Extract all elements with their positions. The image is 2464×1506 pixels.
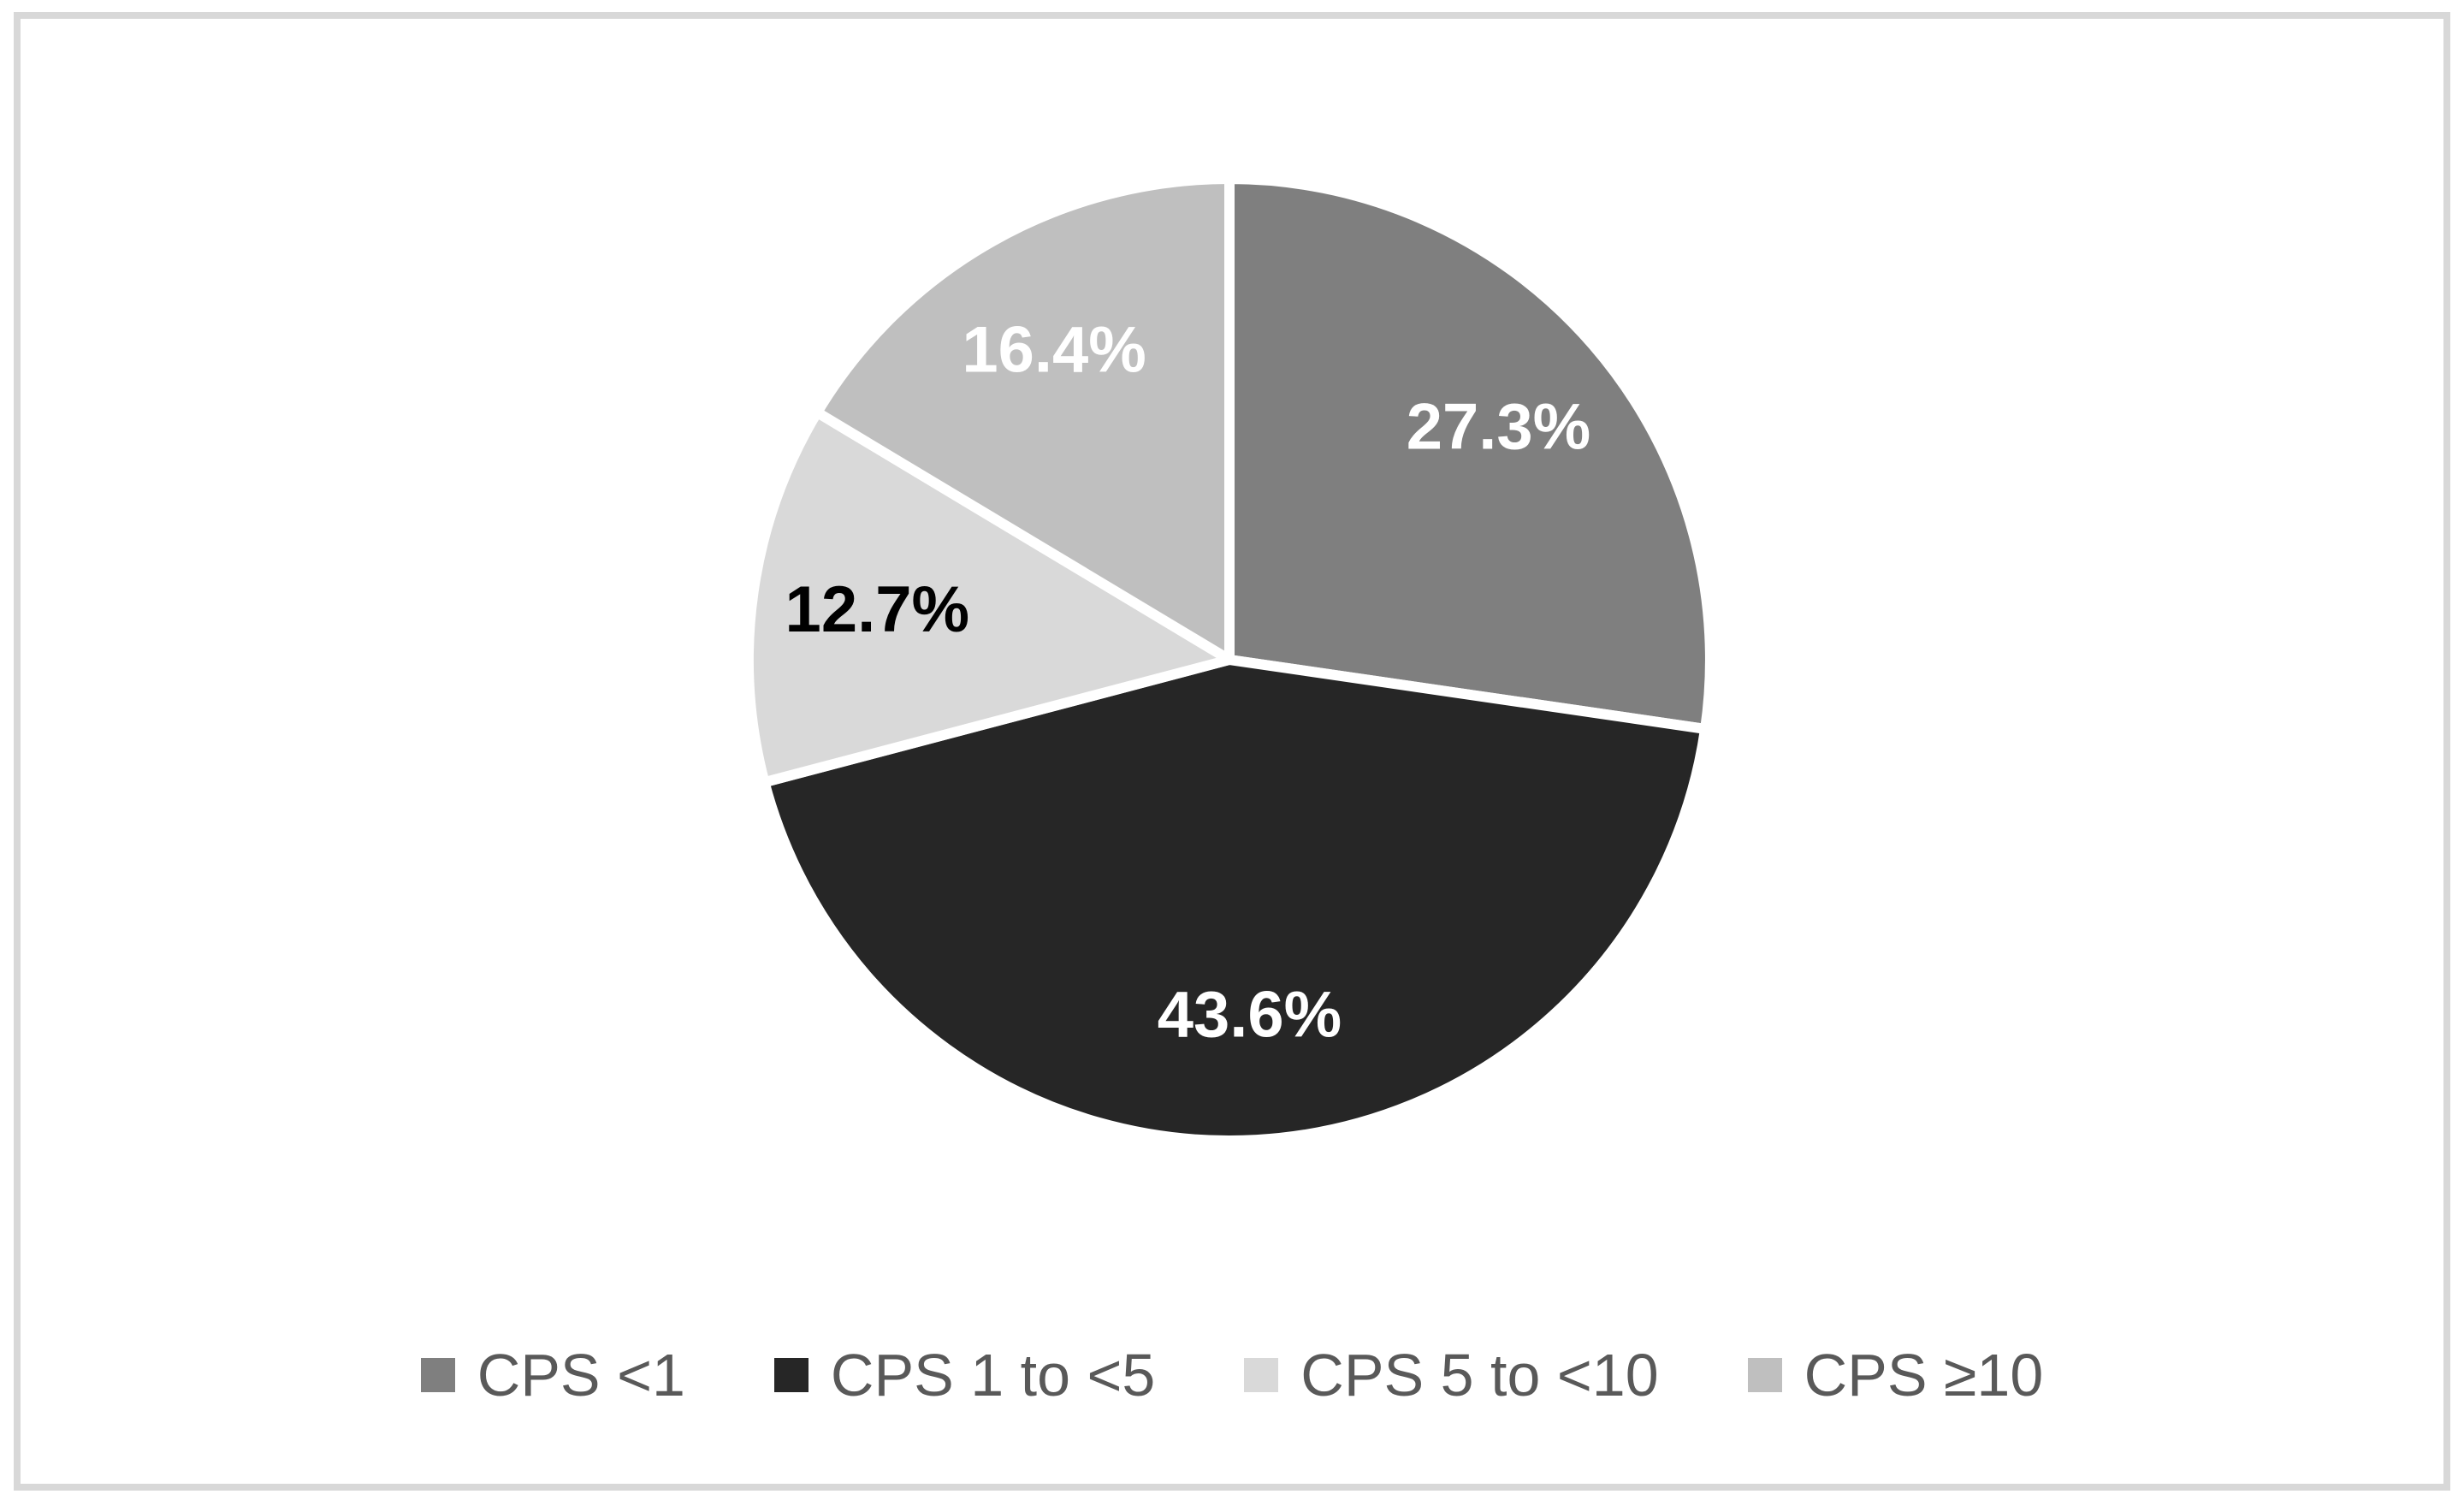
legend-swatch-icon [1747,1358,1782,1392]
legend-label: CPS ≥10 [1804,1341,2044,1408]
legend-swatch-icon [773,1358,808,1392]
pie-slice-cps-10 [812,174,1235,665]
chart-legend: CPS <1 CPS 1 to <5 CPS 5 to <10 CPS ≥10 [0,1328,2464,1422]
data-label-cps-1: 27.3% [1407,390,1591,463]
legend-item-cps-10: CPS ≥10 [1747,1341,2044,1408]
pie-slice-cps-5-to-10 [743,406,1235,788]
legend-item-cps-5-to-10: CPS 5 to <10 [1244,1341,1659,1408]
legend-label: CPS 5 to <10 [1300,1341,1659,1408]
data-label-cps-1-to-5: 43.6% [1158,979,1342,1052]
legend-item-cps-1: CPS <1 [420,1341,685,1408]
pie-slice-cps-1 [1224,174,1715,734]
data-label-cps-5-to-10: 12.7% [785,573,970,646]
pie-slice-cps-1-to-5 [759,655,1711,1146]
legend-swatch-icon [420,1358,455,1392]
legend-label: CPS <1 [477,1341,685,1408]
legend-label: CPS 1 to <5 [830,1341,1156,1408]
data-label-cps-10: 16.4% [962,314,1146,387]
legend-item-cps-1-to-5: CPS 1 to <5 [773,1341,1156,1408]
legend-swatch-icon [1244,1358,1279,1392]
